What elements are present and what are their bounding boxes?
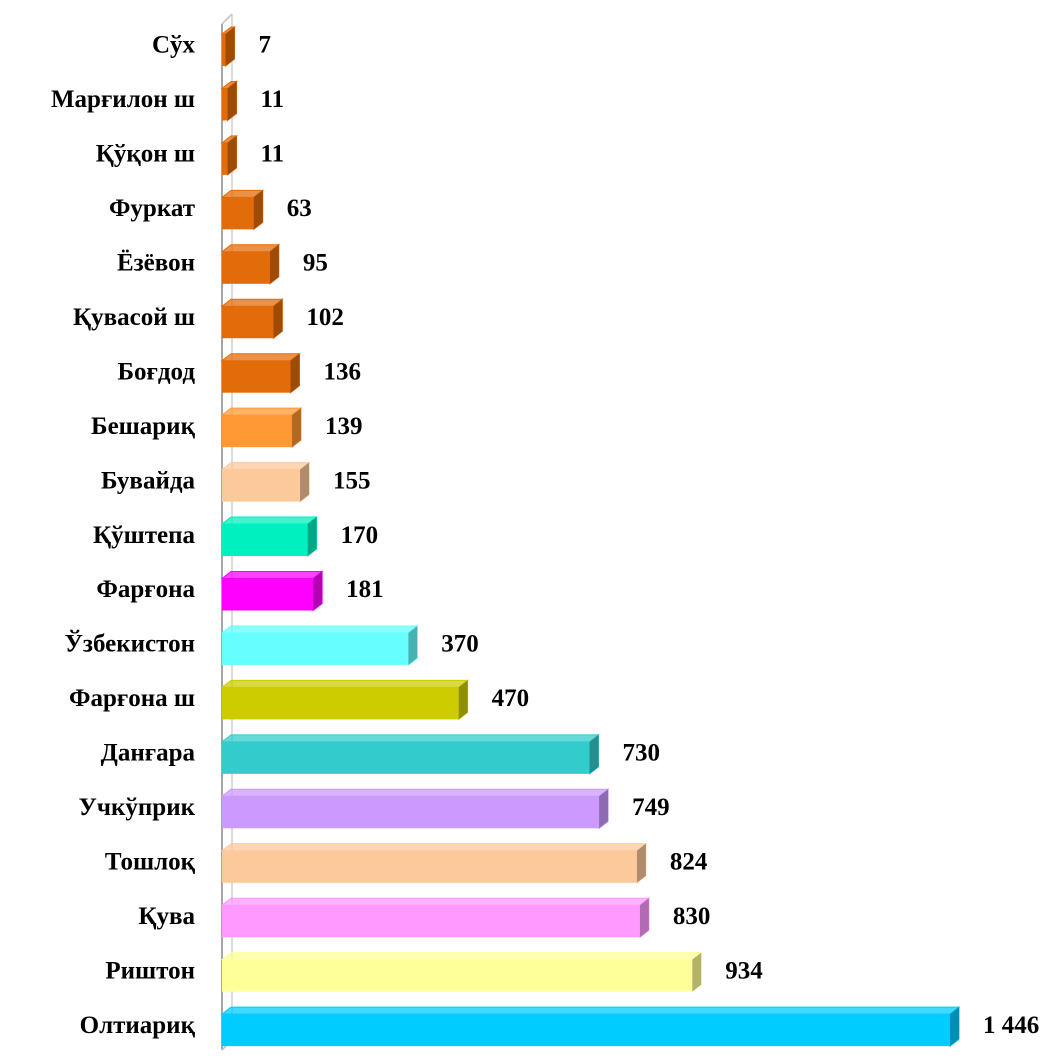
bar-top bbox=[220, 353, 301, 362]
value-label: 749 bbox=[632, 794, 670, 821]
bar-side bbox=[589, 733, 600, 775]
value-label: 470 bbox=[492, 685, 530, 712]
bar-top bbox=[220, 679, 470, 688]
category-label: Марғилон ш bbox=[51, 86, 195, 113]
category-label: Олтиариқ bbox=[80, 1012, 196, 1039]
value-label: 102 bbox=[306, 304, 344, 331]
bar bbox=[222, 197, 254, 230]
bar-side-shade bbox=[408, 625, 418, 665]
bar-side-shade bbox=[291, 408, 301, 448]
value-label: 136 bbox=[323, 358, 361, 385]
category-label: Фарғона bbox=[96, 576, 195, 603]
category-label: Фарғона ш bbox=[69, 685, 195, 712]
bar-side-shade bbox=[300, 462, 310, 502]
bar-top bbox=[220, 298, 284, 307]
bar-top bbox=[220, 897, 651, 906]
bar-side-shade bbox=[227, 81, 237, 121]
bar-top bbox=[220, 734, 600, 743]
category-label: Учкўприк bbox=[79, 794, 196, 821]
bar bbox=[222, 415, 292, 448]
bar bbox=[222, 1014, 950, 1047]
value-label: 7 bbox=[259, 32, 272, 59]
category-label: Қўқон ш bbox=[96, 141, 195, 168]
value-label: 63 bbox=[287, 195, 312, 222]
category-label: Ўзбекистон bbox=[65, 630, 195, 658]
bar-top bbox=[220, 407, 303, 416]
value-label: 370 bbox=[441, 631, 479, 658]
bar bbox=[222, 905, 640, 938]
value-label: 139 bbox=[325, 413, 363, 440]
bar bbox=[222, 360, 291, 393]
bar-side-shade bbox=[273, 299, 283, 339]
category-label: Қува bbox=[138, 903, 195, 930]
value-label: 1 446 bbox=[983, 1012, 1039, 1039]
bar-side-shade bbox=[313, 571, 323, 611]
bar-side bbox=[253, 189, 264, 231]
bar bbox=[222, 34, 226, 66]
category-label: Фуркат bbox=[109, 195, 195, 222]
category-label: Ёзёвон bbox=[117, 250, 195, 277]
bar bbox=[222, 251, 270, 284]
category-label: Сўх bbox=[152, 32, 196, 59]
value-label: 170 bbox=[341, 522, 379, 549]
bar bbox=[222, 741, 590, 774]
bar-side-shade bbox=[636, 843, 646, 883]
bar-top bbox=[220, 1006, 961, 1015]
axis-wall-top bbox=[221, 13, 233, 25]
bar bbox=[222, 306, 274, 339]
bar-side-shade bbox=[692, 952, 702, 992]
bar-top bbox=[220, 952, 703, 961]
bar-side-shade bbox=[950, 1007, 959, 1047]
value-label: 11 bbox=[261, 86, 285, 113]
value-label: 824 bbox=[670, 848, 708, 875]
bar-side-shade bbox=[307, 517, 317, 557]
category-label: Тошлоқ bbox=[105, 848, 196, 875]
category-label: Риштон bbox=[105, 957, 195, 984]
category-label: Қўштепа bbox=[93, 522, 196, 549]
bar-top bbox=[220, 625, 419, 634]
bar-side-shade bbox=[599, 789, 609, 829]
bar bbox=[222, 796, 600, 829]
value-label: 95 bbox=[303, 250, 328, 277]
bar-side-shade bbox=[227, 135, 237, 175]
value-label: 181 bbox=[346, 576, 384, 603]
category-label: Бувайда bbox=[101, 467, 195, 494]
bar-top bbox=[220, 571, 324, 579]
bar bbox=[222, 142, 228, 175]
category-label: Боғдод bbox=[118, 358, 196, 385]
category-label: Данғара bbox=[101, 740, 196, 767]
bar bbox=[222, 687, 459, 720]
bar-side-shade bbox=[290, 353, 300, 393]
bar-top bbox=[220, 516, 319, 525]
value-label: 155 bbox=[333, 467, 371, 494]
bar-top bbox=[220, 244, 281, 253]
bar-top bbox=[220, 843, 648, 852]
bar bbox=[222, 469, 301, 502]
bar-side-shade bbox=[458, 680, 468, 720]
bar-side-shade bbox=[225, 27, 235, 66]
value-label: 830 bbox=[673, 903, 711, 930]
bar-top bbox=[220, 788, 610, 797]
category-label: Бешариқ bbox=[91, 413, 196, 440]
bar bbox=[222, 850, 637, 883]
value-label: 11 bbox=[261, 141, 285, 168]
category-label: Қувасой ш bbox=[73, 304, 195, 331]
bar-top bbox=[220, 462, 311, 471]
bar bbox=[222, 632, 409, 665]
value-label: 934 bbox=[725, 957, 763, 984]
bar-side-shade bbox=[269, 244, 279, 284]
bar-side-shade bbox=[639, 898, 649, 938]
value-label: 730 bbox=[623, 740, 661, 767]
bar bbox=[222, 88, 228, 121]
bar-side-shade bbox=[253, 190, 263, 230]
bar-side-shade bbox=[589, 734, 599, 774]
bar bbox=[222, 959, 693, 992]
bar bbox=[222, 578, 314, 611]
bar bbox=[222, 524, 308, 557]
